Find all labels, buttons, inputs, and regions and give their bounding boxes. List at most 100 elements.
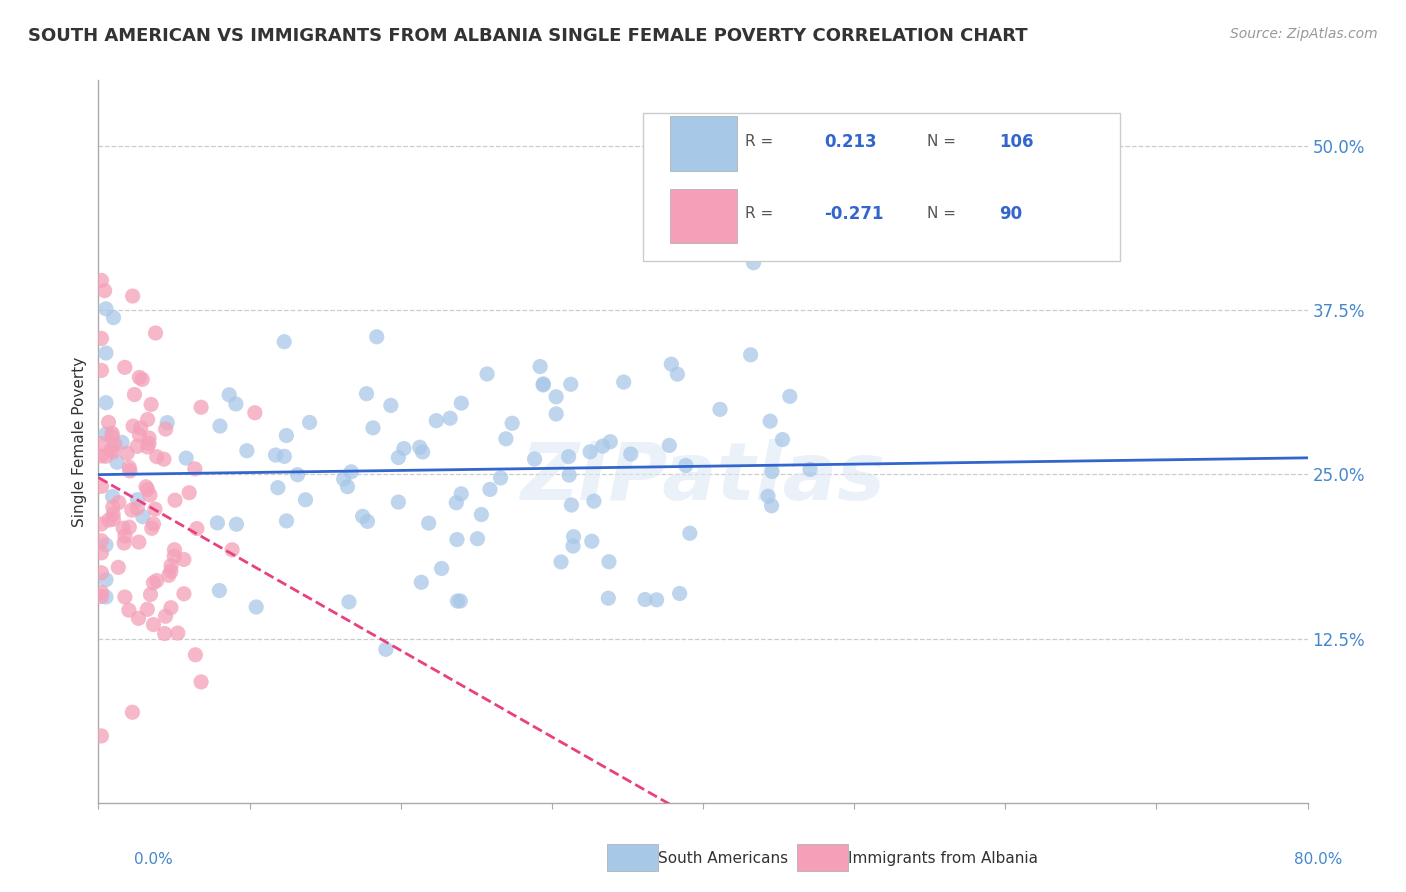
Point (101, 508, 124, 522)
Point (122, 419, 145, 434)
Point (139, 587, 162, 601)
Point (531, 376, 554, 391)
Point (634, 592, 657, 607)
Point (153, 626, 176, 640)
Point (245, 599, 267, 614)
Point (118, 520, 141, 534)
Point (478, 483, 501, 497)
Point (94, 538, 117, 552)
Point (337, 595, 360, 609)
Point (94, 590, 117, 604)
Point (90, 729, 112, 743)
Point (118, 464, 141, 478)
Point (779, 389, 801, 403)
Point (136, 483, 159, 497)
Text: 0.213: 0.213 (824, 133, 876, 151)
Point (221, 542, 243, 557)
Point (160, 564, 183, 578)
Point (90, 273, 112, 287)
Point (94, 301, 117, 316)
Point (118, 460, 141, 475)
Point (163, 493, 186, 508)
Point (450, 487, 472, 501)
Point (139, 397, 162, 411)
Point (225, 397, 247, 411)
Point (236, 443, 259, 458)
Point (298, 416, 321, 430)
Point (114, 360, 136, 375)
Y-axis label: Single Female Poverty: Single Female Poverty (72, 357, 87, 526)
Point (127, 492, 149, 507)
Point (352, 509, 374, 524)
Point (173, 587, 195, 601)
Point (160, 600, 183, 615)
Point (666, 367, 689, 381)
Point (93, 284, 115, 298)
Point (142, 617, 165, 632)
Point (560, 377, 582, 392)
Point (449, 594, 471, 608)
Point (136, 412, 159, 426)
Point (756, 489, 779, 503)
Point (157, 568, 180, 582)
Point (97, 513, 120, 527)
Point (761, 465, 783, 479)
Point (90, 331, 112, 345)
Point (668, 586, 690, 600)
Point (90, 449, 112, 463)
Point (599, 434, 621, 449)
Point (186, 522, 208, 536)
Point (179, 485, 201, 500)
Point (489, 471, 512, 485)
Point (772, 433, 794, 447)
Point (90, 533, 112, 548)
Text: N =: N = (927, 206, 956, 221)
Point (208, 419, 231, 434)
Point (380, 398, 402, 412)
Point (409, 440, 432, 454)
Point (267, 481, 290, 495)
Point (475, 367, 498, 381)
Point (208, 583, 231, 598)
Point (163, 549, 186, 564)
Point (121, 289, 143, 303)
Point (127, 611, 149, 625)
Text: ZIPatlas: ZIPatlas (520, 439, 886, 516)
Point (579, 445, 602, 459)
Point (101, 490, 124, 504)
Point (90, 363, 112, 377)
Point (114, 529, 136, 543)
Point (131, 372, 153, 386)
Point (276, 428, 298, 442)
Point (139, 488, 162, 502)
Point (523, 452, 546, 467)
Point (366, 330, 388, 344)
Point (136, 602, 159, 616)
Point (132, 509, 155, 524)
Point (190, 401, 212, 415)
Point (759, 414, 782, 428)
Point (90, 516, 112, 531)
Point (184, 462, 207, 476)
Point (761, 499, 783, 513)
Point (104, 437, 127, 451)
Point (156, 416, 179, 430)
Point (467, 532, 489, 546)
Point (97, 416, 120, 430)
Point (107, 495, 129, 509)
Text: Source: ZipAtlas.com: Source: ZipAtlas.com (1230, 27, 1378, 41)
Text: 0.0%: 0.0% (134, 852, 173, 867)
Point (529, 359, 551, 374)
Text: SOUTH AMERICAN VS IMMIGRANTS FROM ALBANIA SINGLE FEMALE POVERTY CORRELATION CHAR: SOUTH AMERICAN VS IMMIGRANTS FROM ALBANI… (28, 27, 1028, 45)
Point (94, 573, 117, 587)
Point (742, 256, 765, 270)
Point (121, 705, 143, 719)
Point (121, 503, 143, 517)
Point (142, 516, 165, 531)
Point (550, 555, 572, 569)
Point (128, 428, 150, 442)
Point (107, 560, 129, 574)
Point (114, 590, 136, 604)
Point (374, 642, 396, 657)
Point (127, 439, 149, 453)
